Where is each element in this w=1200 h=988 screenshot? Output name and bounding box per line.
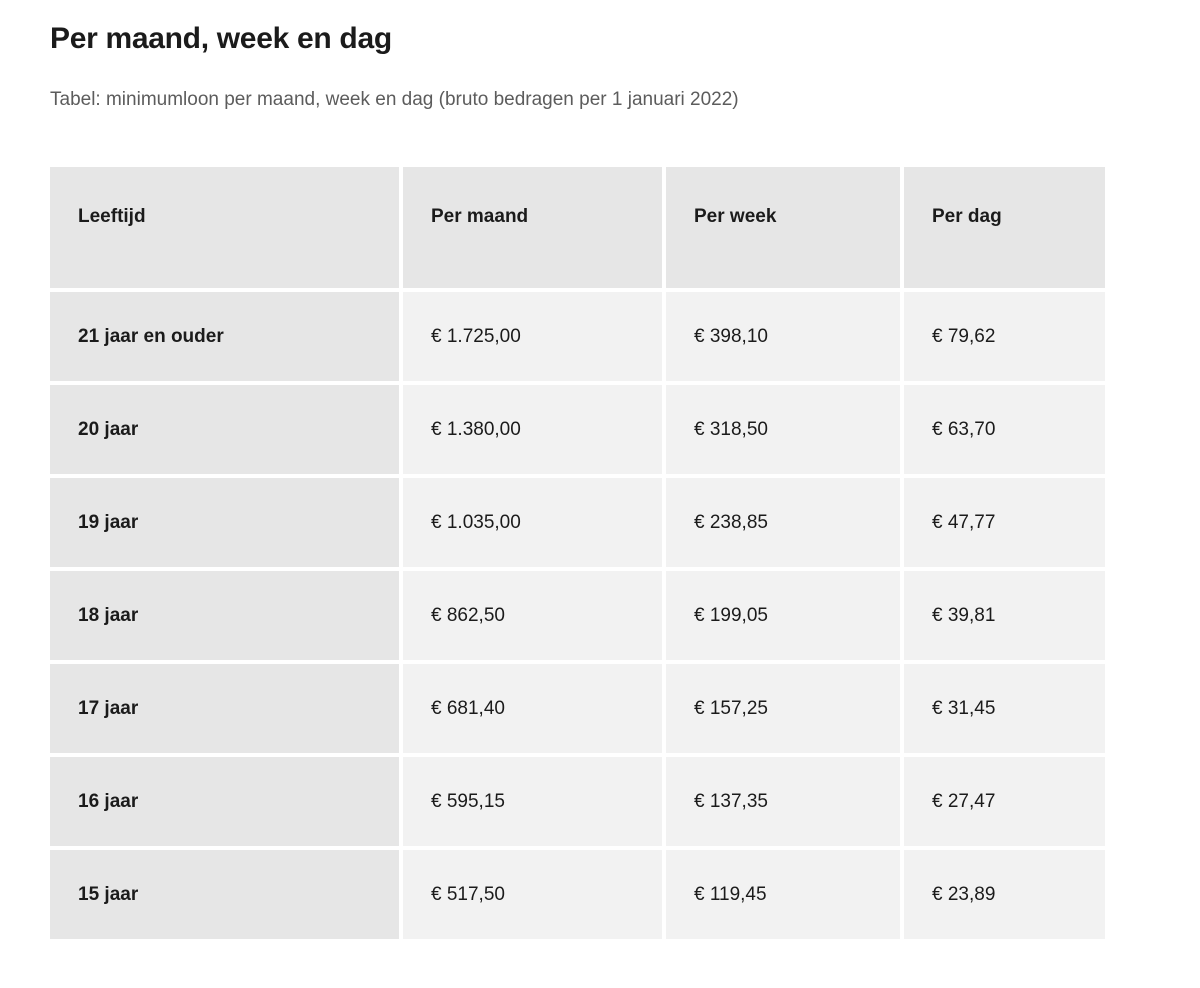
row-label: 15 jaar: [50, 850, 399, 939]
cell-per-dag: € 47,77: [904, 478, 1105, 567]
cell-per-week: € 119,45: [666, 850, 900, 939]
cell-per-maand: € 862,50: [403, 571, 662, 660]
column-header-per-maand: Per maand: [403, 167, 662, 288]
cell-per-dag: € 39,81: [904, 571, 1105, 660]
page-title: Per maand, week en dag: [50, 22, 392, 55]
cell-per-week: € 318,50: [666, 385, 900, 474]
column-header-per-dag: Per dag: [904, 167, 1105, 288]
row-label: 21 jaar en ouder: [50, 292, 399, 381]
cell-per-dag: € 31,45: [904, 664, 1105, 753]
cell-per-week: € 398,10: [666, 292, 900, 381]
cell-per-week: € 238,85: [666, 478, 900, 567]
table-caption: Tabel: minimumloon per maand, week en da…: [50, 89, 739, 110]
cell-per-dag: € 27,47: [904, 757, 1105, 846]
cell-per-maand: € 1.380,00: [403, 385, 662, 474]
cell-per-maand: € 1.035,00: [403, 478, 662, 567]
cell-per-maand: € 517,50: [403, 850, 662, 939]
row-label: 19 jaar: [50, 478, 399, 567]
column-header-per-week: Per week: [666, 167, 900, 288]
column-header-leeftijd: Leeftijd: [50, 167, 399, 288]
row-label: 20 jaar: [50, 385, 399, 474]
cell-per-maand: € 1.725,00: [403, 292, 662, 381]
cell-per-week: € 157,25: [666, 664, 900, 753]
row-label: 17 jaar: [50, 664, 399, 753]
cell-per-dag: € 63,70: [904, 385, 1105, 474]
content-area: Per maand, week en dag Tabel: minimumloo…: [50, 22, 1106, 939]
cell-per-dag: € 23,89: [904, 850, 1105, 939]
cell-per-maand: € 681,40: [403, 664, 662, 753]
row-label: 18 jaar: [50, 571, 399, 660]
cell-per-maand: € 595,15: [403, 757, 662, 846]
cell-per-week: € 137,35: [666, 757, 900, 846]
cell-per-week: € 199,05: [666, 571, 900, 660]
minimumloon-table: Leeftijd Per maand Per week Per dag 21 j…: [50, 167, 1105, 939]
row-label: 16 jaar: [50, 757, 399, 846]
cell-per-dag: € 79,62: [904, 292, 1105, 381]
